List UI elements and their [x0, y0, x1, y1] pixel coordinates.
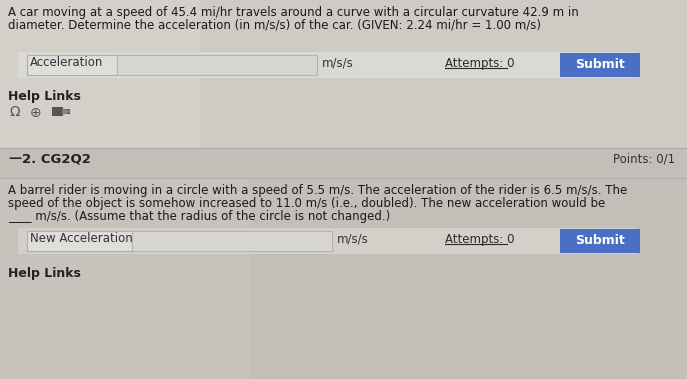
- Text: Submit: Submit: [575, 58, 625, 72]
- Text: 2. CG2Q2: 2. CG2Q2: [22, 152, 91, 165]
- Text: Attempts: 0: Attempts: 0: [445, 57, 515, 70]
- Polygon shape: [63, 109, 70, 114]
- FancyBboxPatch shape: [0, 0, 687, 155]
- FancyBboxPatch shape: [560, 53, 640, 77]
- Text: ⊕: ⊕: [30, 106, 42, 120]
- FancyBboxPatch shape: [52, 107, 63, 116]
- FancyBboxPatch shape: [200, 0, 687, 155]
- FancyBboxPatch shape: [0, 148, 687, 178]
- FancyBboxPatch shape: [27, 55, 117, 75]
- Text: m/s/s: m/s/s: [322, 57, 354, 70]
- FancyBboxPatch shape: [63, 109, 70, 114]
- FancyBboxPatch shape: [132, 231, 332, 251]
- FancyBboxPatch shape: [18, 228, 636, 254]
- Text: ____ m/s/s. (Assume that the radius of the circle is not changed.): ____ m/s/s. (Assume that the radius of t…: [8, 210, 390, 223]
- FancyBboxPatch shape: [560, 229, 640, 253]
- FancyBboxPatch shape: [250, 155, 687, 379]
- Text: Points: 0/1: Points: 0/1: [613, 152, 675, 165]
- Text: Help Links: Help Links: [8, 267, 81, 280]
- FancyBboxPatch shape: [18, 52, 636, 78]
- Text: New Acceleration: New Acceleration: [30, 232, 133, 245]
- Text: Help Links: Help Links: [8, 90, 81, 103]
- Text: Acceleration: Acceleration: [30, 56, 103, 69]
- Text: A barrel rider is moving in a circle with a speed of 5.5 m/s. The acceleration o: A barrel rider is moving in a circle wit…: [8, 184, 627, 197]
- Text: speed of the object is somehow increased to 11.0 m/s (i.e., doubled). The new ac: speed of the object is somehow increased…: [8, 197, 605, 210]
- Text: A car moving at a speed of 45.4 mi/hr travels around a curve with a circular cur: A car moving at a speed of 45.4 mi/hr tr…: [8, 6, 578, 19]
- Text: Ω: Ω: [10, 105, 21, 119]
- FancyBboxPatch shape: [117, 55, 317, 75]
- Text: m/s/s: m/s/s: [337, 233, 369, 246]
- FancyBboxPatch shape: [27, 231, 132, 251]
- FancyBboxPatch shape: [0, 155, 687, 379]
- Text: Submit: Submit: [575, 235, 625, 247]
- Text: diameter. Determine the acceleration (in m/s/s) of the car. (GIVEN: 2.24 mi/hr =: diameter. Determine the acceleration (in…: [8, 19, 541, 32]
- Text: Attempts: 0: Attempts: 0: [445, 233, 515, 246]
- Text: —: —: [8, 152, 21, 165]
